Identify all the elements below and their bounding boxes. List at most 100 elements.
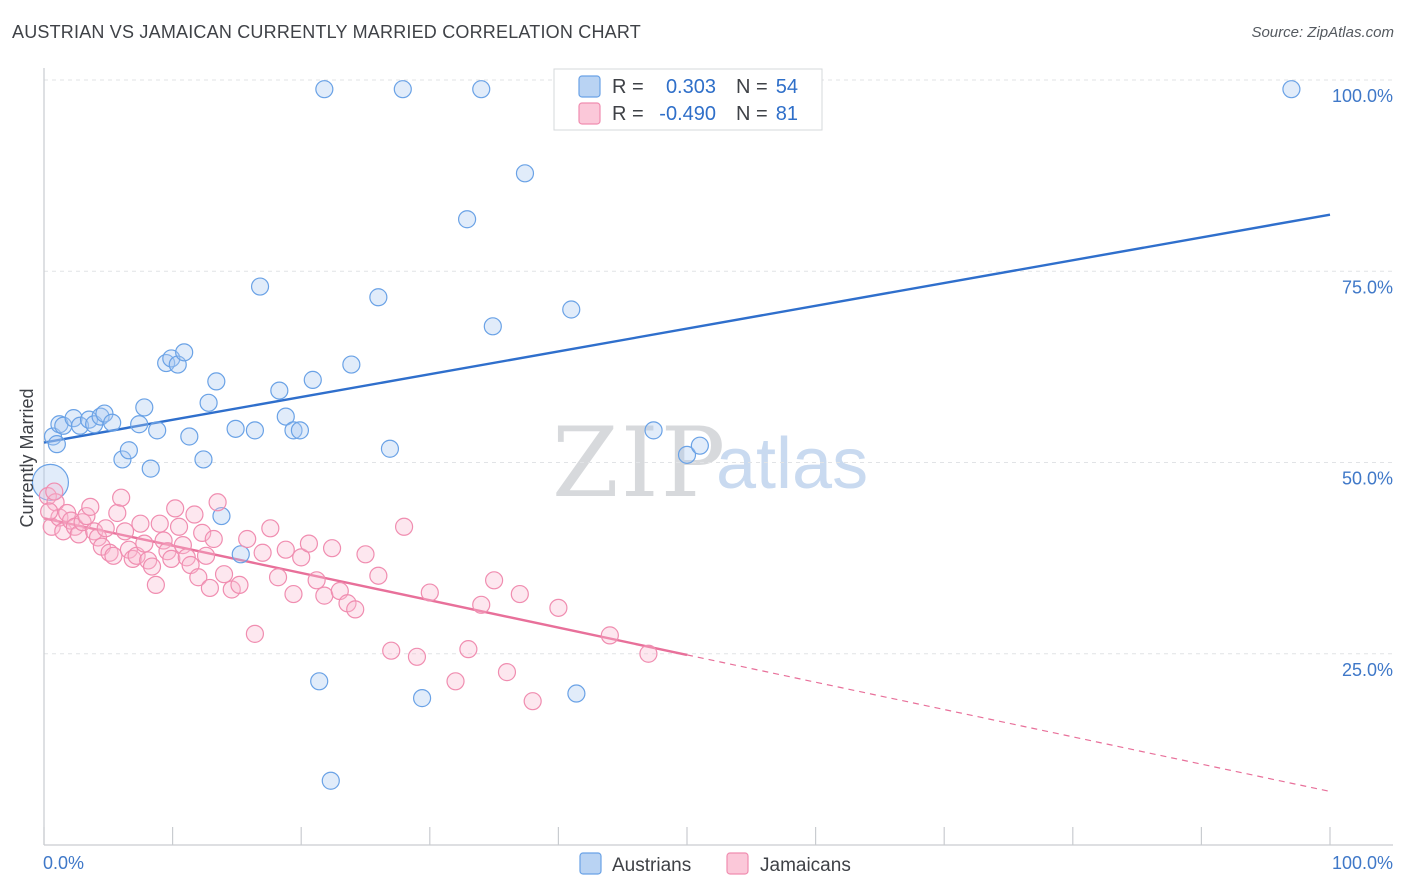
jamaicans-point: [96, 519, 115, 538]
jamaicans-point: [284, 584, 303, 604]
jamaicans-point: [253, 543, 272, 562]
austrians-point: [315, 80, 334, 99]
bottom-legend-jamaicans: Jamaicans: [760, 855, 851, 876]
legend-swatch-jamaicans: [578, 102, 601, 125]
austrians-point: [135, 398, 154, 417]
austrians-point: [212, 506, 231, 526]
jamaicans-point: [322, 539, 342, 558]
legend-swatch-austrians: [578, 75, 601, 98]
jamaicans-point: [131, 514, 150, 533]
austrians-point: [472, 80, 491, 99]
austrians-point: [250, 277, 270, 296]
watermark-atlas: atlas: [716, 424, 868, 504]
jamaicans-point: [497, 663, 517, 682]
jamaicans-point: [135, 534, 154, 553]
austrians-point: [113, 450, 132, 469]
jamaicans-point: [510, 584, 529, 604]
austrians-point: [562, 300, 581, 319]
y-tick-labels: 25.0% 50.0% 75.0% 100.0%: [1332, 86, 1393, 680]
jamaicans-point: [356, 545, 375, 564]
austrians-point: [175, 343, 194, 362]
austrians-point: [226, 419, 245, 438]
austrians-point: [457, 210, 477, 229]
jamaicans-point: [315, 586, 334, 605]
jamaicans-point: [166, 499, 185, 518]
jamaicans-point: [245, 624, 265, 643]
legend-r-value-1: 0.303: [666, 76, 716, 98]
jamaicans-point: [150, 514, 169, 533]
austrians-point: [276, 407, 295, 426]
axes: [43, 68, 1393, 846]
jamaicans-point: [394, 517, 414, 536]
austrians-point: [567, 684, 586, 703]
jamaicans-point: [42, 517, 61, 536]
jamaicans-point: [639, 644, 658, 663]
jamaicans-point: [189, 568, 208, 587]
austrians-point: [369, 288, 388, 307]
jamaicans-point: [472, 595, 491, 614]
bottom-legend-swatch-austrians: [579, 852, 602, 875]
austrians-point: [644, 421, 663, 440]
jamaicans-point: [369, 566, 388, 585]
x-tick-label-0: 0.0%: [43, 853, 84, 873]
austrians-point: [194, 450, 213, 469]
austrians-trend-line: [43, 213, 1331, 444]
bottom-legend-swatch-jamaicans: [726, 852, 749, 875]
jamaicans-point: [549, 598, 568, 617]
jamaicans-point: [108, 503, 127, 523]
jamaicans-point: [162, 549, 181, 568]
legend-n-label-2: N =: [736, 103, 768, 125]
legend-n-value-2: 81: [776, 103, 798, 125]
chart-title: AUSTRIAN VS JAMAICAN CURRENTLY MARRIED C…: [12, 22, 641, 42]
austrians-point: [393, 80, 412, 99]
jamaicans-trend-line: [43, 517, 688, 657]
jamaicans-point: [459, 640, 478, 659]
jamaicans-point: [208, 493, 227, 512]
legend-r-label-2: R =: [612, 103, 644, 125]
jamaicans-point: [268, 568, 288, 587]
y-axis-label: Currently Married: [17, 388, 37, 527]
jamaicans-point: [88, 528, 108, 547]
austrians-point: [483, 317, 502, 336]
austrians-point: [690, 436, 709, 455]
jamaicans-point: [261, 519, 280, 538]
legend-r-label-1: R =: [612, 76, 644, 98]
jamaicans-point: [104, 546, 123, 565]
jamaicans-point: [142, 557, 162, 576]
y-tick-label-100: 100.0%: [1332, 86, 1393, 106]
jamaicans-point: [407, 647, 427, 666]
jamaicans-point: [112, 488, 131, 507]
austrians-point: [119, 441, 138, 460]
jamaicans-trend-line-extension: [686, 654, 1331, 793]
austrians-point: [95, 404, 114, 423]
austrians-point: [1282, 80, 1301, 99]
jamaicans-point: [238, 529, 257, 549]
jamaicans-point: [382, 641, 401, 660]
x-tick-label-100: 100.0%: [1332, 853, 1393, 873]
austrians-point: [342, 355, 361, 374]
austrians-point: [303, 370, 322, 389]
jamaicans-point: [185, 505, 204, 524]
austrians-point: [103, 413, 122, 432]
jamaicans-point: [307, 571, 326, 590]
jamaicans-point: [446, 672, 465, 691]
jamaicans-point: [40, 502, 59, 521]
bottom-legend-austrians: Austrians: [612, 855, 691, 876]
jamaicans-point: [523, 692, 542, 711]
data-points: [31, 80, 1301, 790]
jamaicans-point: [299, 534, 319, 553]
y-tick-label-75: 75.0%: [1342, 277, 1393, 297]
jamaicans-point: [230, 575, 249, 595]
jamaicans-point: [214, 565, 234, 584]
trend-lines: [43, 213, 1331, 793]
jamaicans-point: [200, 578, 219, 598]
jamaicans-point: [154, 531, 173, 550]
austrians-point: [677, 445, 697, 464]
austrians-point: [207, 372, 226, 391]
austrians-point: [130, 415, 149, 434]
austrians-point: [284, 421, 303, 440]
austrians-point: [321, 771, 340, 790]
austrians-point: [148, 421, 167, 440]
austrians-point: [290, 421, 310, 440]
